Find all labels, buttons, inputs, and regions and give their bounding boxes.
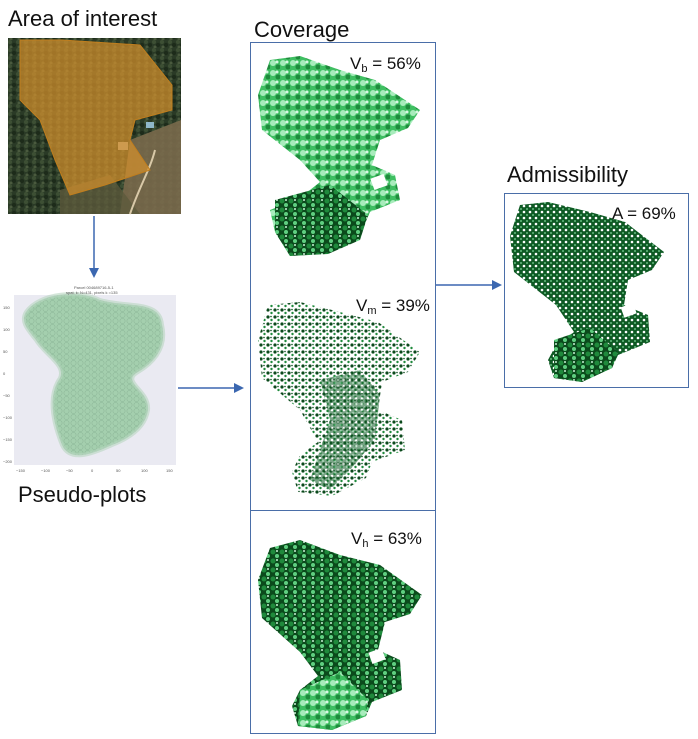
pseudo-plot-shape [21, 292, 166, 458]
metric-a: A = 69% [612, 204, 676, 223]
coverage-panel [250, 42, 436, 734]
metric-vm-value: = 39% [376, 296, 430, 315]
pseudo-plot-x-tick: 0 [91, 468, 94, 473]
coverage-vb-map [258, 56, 420, 256]
metric-vb-sub: b [361, 63, 368, 75]
metric-vb-base: V [350, 54, 362, 73]
metric-vh-value: = 63% [368, 529, 422, 548]
coverage-divider [250, 510, 436, 511]
pseudo-plot-x-tick: −100 [41, 468, 51, 473]
pseudo-plot-y-tick: −200 [3, 459, 13, 464]
metric-vh-sub: h [362, 538, 369, 550]
admissibility-label: Admissibility [507, 162, 629, 187]
admissibility-map [510, 202, 664, 382]
coverage-vh-map [258, 540, 422, 730]
pseudo-plot-x-tick: −50 [66, 468, 73, 473]
metric-vb-value: = 56% [367, 54, 421, 73]
coverage-vm-map [258, 302, 420, 496]
pseudo-plot-y-tick: −150 [3, 437, 13, 442]
pseudo-plots-label: Pseudo-plots [18, 482, 147, 507]
pseudo-plot-y-tick: 150 [3, 305, 10, 310]
pseudo-plot-x-tick: 150 [166, 468, 173, 473]
metric-vm: Vm = 39% [356, 297, 430, 317]
metric-vh: Vh = 63% [351, 530, 422, 550]
pseudo-plot-x-tick: 100 [141, 468, 148, 473]
coverage-label: Coverage [254, 17, 350, 42]
satellite-image [8, 38, 181, 215]
pseudo-plot-title-1: Parcel 004689716-5-1 [74, 285, 114, 290]
pseudo-plot-x-tick: −150 [16, 468, 26, 473]
metric-vm-sub: m [367, 305, 377, 317]
metric-vm-base: V [356, 296, 368, 315]
metric-vb: Vb = 56% [350, 55, 421, 75]
pseudo-plot-y-tick: 0 [3, 371, 6, 376]
pseudo-plot-y-tick: −100 [3, 415, 13, 420]
metric-vh-base: V [351, 529, 363, 548]
pseudo-plot-y-tick: 100 [3, 327, 10, 332]
pseudo-plots-figure [8, 290, 178, 470]
admissibility-panel [504, 193, 689, 388]
pseudo-plot-y-tick: 50 [3, 349, 8, 354]
pseudo-plot-title-2: spat. k: N=431, pixels k =135 [66, 290, 118, 295]
area-of-interest-label: Area of interest [8, 6, 158, 31]
parcel-overlay [19, 39, 173, 196]
pseudo-plot-y-tick: −50 [3, 393, 10, 398]
pseudo-plot-x-tick: 50 [116, 468, 121, 473]
